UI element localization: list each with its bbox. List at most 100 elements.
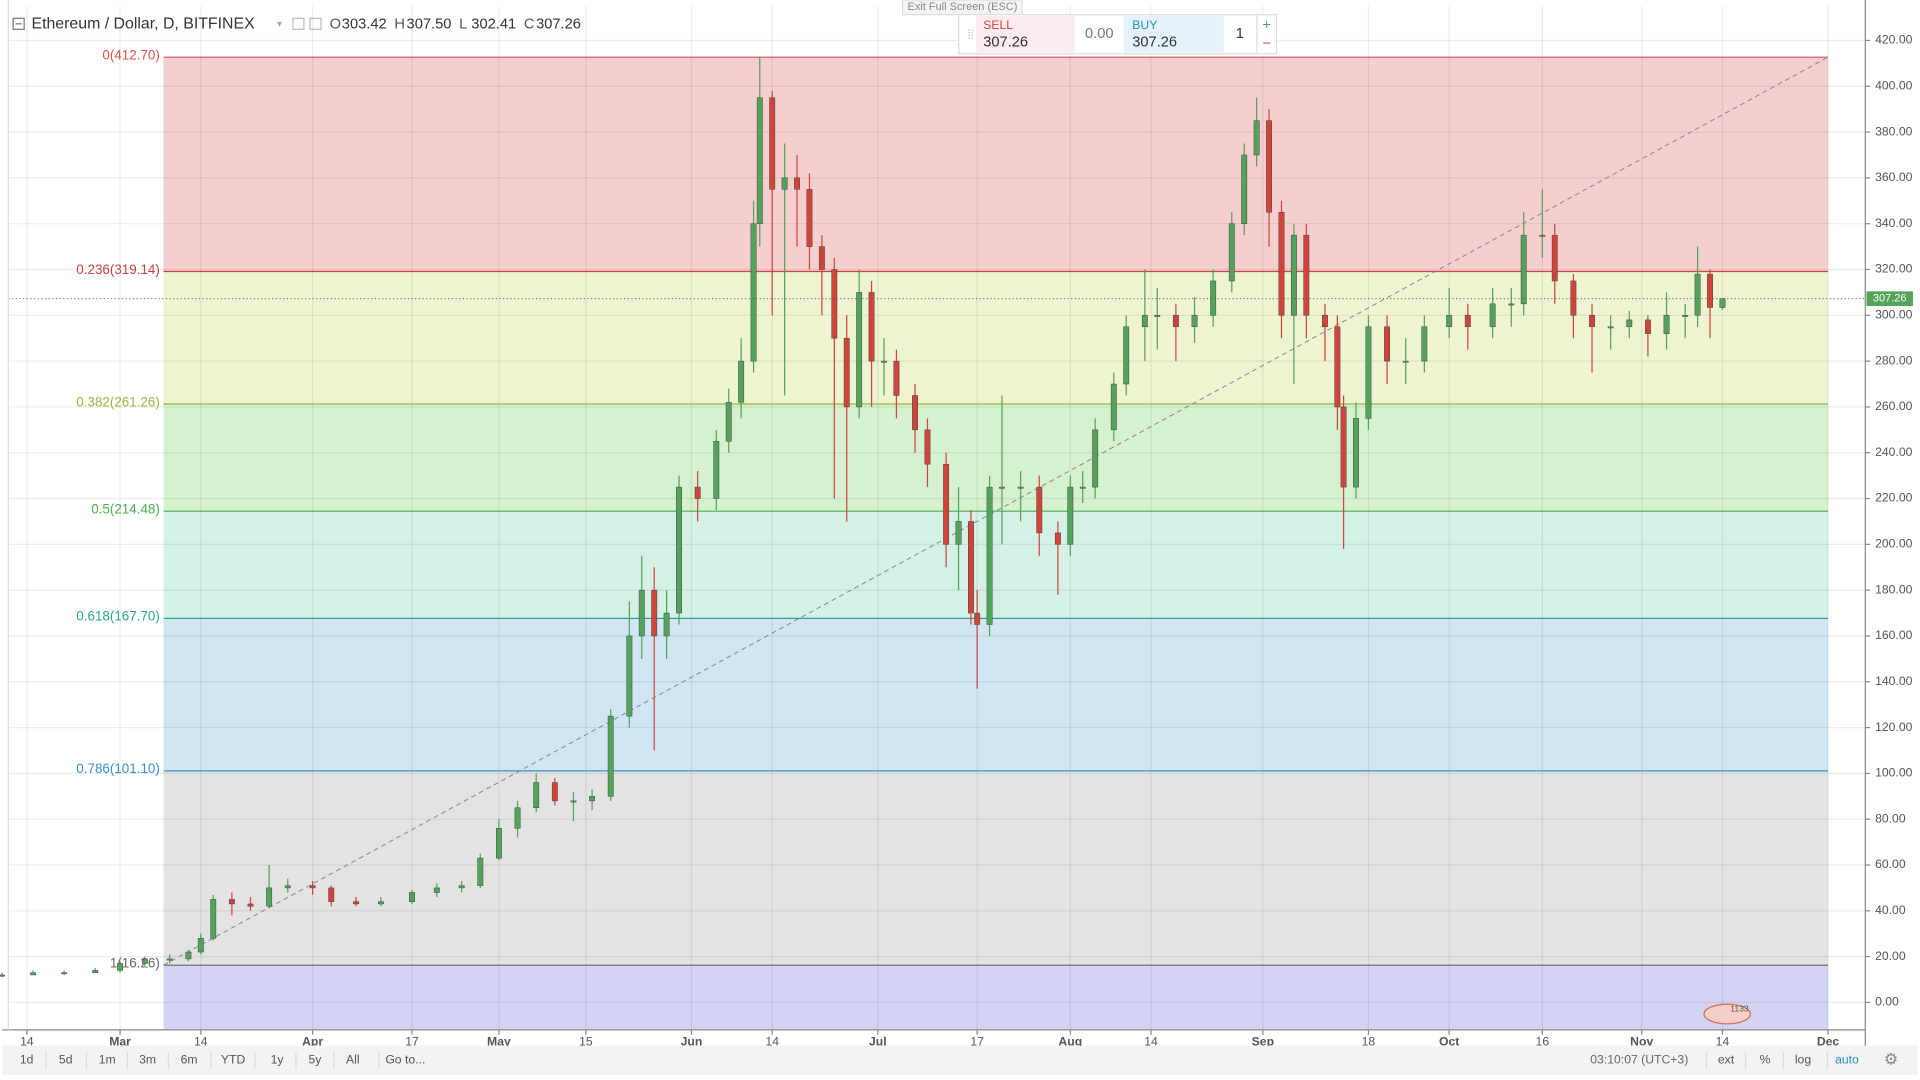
candle-body (769, 97, 776, 190)
candle-body (458, 885, 465, 889)
range-button[interactable]: All (346, 1053, 360, 1067)
sell-button[interactable] (975, 15, 1075, 53)
range-button[interactable]: 1y (271, 1053, 285, 1067)
scale-option[interactable]: % (1760, 1053, 1771, 1067)
candle-body (713, 441, 720, 499)
candle-body (1644, 319, 1651, 334)
candle-body (589, 796, 596, 802)
y-tick-label: 0.00 (1875, 995, 1899, 1009)
candle-body (694, 486, 701, 499)
candle-body (141, 958, 148, 964)
candle-body (247, 903, 254, 907)
buy-button[interactable] (1123, 15, 1224, 53)
fib-zone (163, 57, 1829, 272)
ohlc-key: H (394, 16, 405, 32)
candle-body (1036, 486, 1043, 534)
candle-body (1067, 486, 1074, 545)
fib-level-label: 0.236(319.14) (76, 262, 160, 277)
candle-body (1570, 280, 1577, 316)
clock: 03:10:07 (UTC+3) (1590, 1053, 1688, 1067)
candle-body (1489, 303, 1496, 328)
ohlc-legend: O 303.42 H 307.50 L 302.41 C 307.26 (330, 16, 581, 32)
fib-zone (163, 965, 1829, 1030)
range-button[interactable]: 5d (59, 1053, 73, 1067)
candle-body (663, 612, 670, 637)
fib-zone (163, 770, 1829, 966)
sell-price: 307.26 (983, 35, 1028, 51)
symbol-title[interactable]: Ethereum / Dollar, D, BITFINEX (31, 16, 255, 33)
settings-icon[interactable] (292, 17, 305, 30)
y-tick-label: 60.00 (1875, 857, 1906, 871)
candle-body (750, 223, 757, 362)
candle-body (377, 901, 384, 905)
x-tick-label: Mar (109, 1034, 131, 1048)
candle-body (328, 887, 335, 902)
candle-body (1079, 486, 1086, 489)
candle-body (651, 589, 658, 637)
x-tick-label: Oct (1439, 1034, 1459, 1048)
range-button[interactable]: YTD (221, 1053, 246, 1067)
grip-icon: ⁞⁞ (967, 28, 974, 42)
candle-body (912, 395, 918, 431)
dropdown-icon[interactable]: ▾ (277, 19, 282, 30)
minus-button[interactable]: − (1262, 36, 1271, 52)
event-badge[interactable] (1703, 1003, 1752, 1025)
candle-body (781, 177, 788, 190)
candle-body (974, 612, 981, 625)
candle-body (843, 337, 850, 408)
range-button[interactable]: 5y (308, 1053, 322, 1067)
candle-body (1290, 234, 1297, 316)
y-tick-label: 160.00 (1875, 628, 1913, 642)
range-button[interactable]: 1m (99, 1053, 116, 1067)
x-tick-label: Nov (1630, 1034, 1653, 1048)
y-tick-label: 260.00 (1875, 399, 1913, 413)
candle-body (1464, 315, 1471, 328)
candle-body (166, 958, 173, 961)
range-button[interactable]: 3m (139, 1053, 156, 1067)
range-button[interactable]: Go to... (385, 1053, 425, 1067)
candle-body (409, 892, 415, 902)
scale-option[interactable]: ext (1718, 1053, 1735, 1067)
candle-body (1589, 315, 1595, 328)
candle-body (893, 360, 900, 396)
candle-body (831, 269, 838, 339)
spread: 0.00 (1085, 26, 1114, 42)
ohlc-value: 307.50 (407, 16, 452, 32)
candle-body (117, 963, 124, 971)
fib-level-label: 0.5(214.48) (91, 502, 160, 517)
range-button[interactable]: 1d (20, 1053, 34, 1067)
settings-gear[interactable]: ⚙ (1884, 1052, 1898, 1069)
candle-body (868, 292, 875, 362)
candle-body (738, 360, 745, 403)
candle-body (1228, 223, 1235, 282)
candle-body (999, 486, 1005, 489)
candle-body (433, 887, 440, 893)
candle-body (1241, 154, 1248, 224)
candle-body (856, 292, 863, 408)
collapse-icon[interactable] (12, 17, 25, 30)
y-tick-label: 100.00 (1875, 766, 1913, 780)
candle-body (1141, 315, 1148, 328)
quantity[interactable]: 1 (1236, 26, 1244, 42)
candle-body (1446, 315, 1453, 328)
hide-icon[interactable] (309, 17, 322, 30)
candle-body (1520, 234, 1527, 305)
candle-body (1123, 326, 1130, 385)
range-button[interactable]: 6m (181, 1053, 198, 1067)
y-tick-label: 200.00 (1875, 537, 1913, 551)
candle-body (1334, 326, 1341, 408)
candle-body (756, 97, 763, 224)
candle-body (210, 899, 217, 939)
plus-button[interactable]: + (1262, 18, 1271, 34)
candle-body (1508, 303, 1515, 306)
candle-body (1210, 280, 1217, 316)
candle-body (1253, 120, 1260, 156)
y-tick-label: 220.00 (1875, 491, 1913, 505)
x-tick-label: Jun (681, 1034, 703, 1048)
scale-option[interactable]: auto (1835, 1053, 1859, 1067)
candle-body (1607, 326, 1614, 329)
exit-fullscreen-text: Exit Full Screen (ESC) (908, 1, 1018, 13)
y-tick-label: 80.00 (1875, 811, 1906, 825)
ohlc-key: C (524, 16, 535, 32)
scale-option[interactable]: log (1795, 1053, 1811, 1067)
